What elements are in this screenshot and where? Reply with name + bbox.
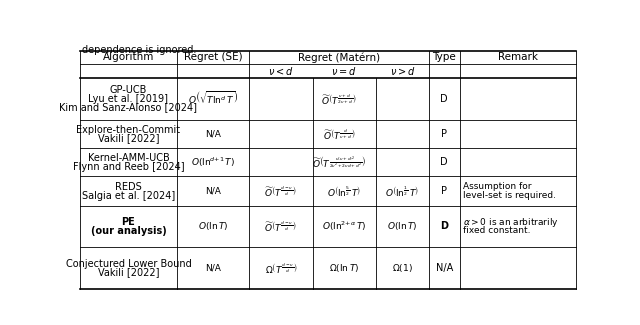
Text: Type: Type (433, 52, 456, 62)
Text: Algorithm: Algorithm (103, 52, 154, 62)
Text: $O\left(\ln T\right)$: $O\left(\ln T\right)$ (198, 220, 228, 232)
Text: Kim and Sanz-Alonso [2024]: Kim and Sanz-Alonso [2024] (60, 102, 197, 112)
Text: $\Omega(1)$: $\Omega(1)$ (392, 262, 413, 274)
Text: Salgia et al. [2024]: Salgia et al. [2024] (82, 190, 175, 201)
Text: Vakili [2022]: Vakili [2022] (98, 134, 159, 144)
Text: $\alpha > 0$ is an arbitrarily: $\alpha > 0$ is an arbitrarily (463, 215, 559, 228)
Text: $\widetilde{O}\left(T^{\frac{d-\nu}{d}}\right)$: $\widetilde{O}\left(T^{\frac{d-\nu}{d}}\… (264, 219, 297, 233)
Text: Kernel-AMM-UCB: Kernel-AMM-UCB (88, 153, 170, 163)
Text: dependence is ignored.: dependence is ignored. (81, 45, 196, 55)
Text: Flynn and Reeb [2024]: Flynn and Reeb [2024] (72, 162, 184, 172)
Text: Regret (Matérn): Regret (Matérn) (298, 52, 380, 63)
Text: REDS: REDS (115, 182, 142, 192)
Text: Regret (SE): Regret (SE) (184, 52, 242, 62)
Text: $\widetilde{O}\left(T^{\frac{\nu+d}{2\nu+d}}\right)$: $\widetilde{O}\left(T^{\frac{\nu+d}{2\nu… (321, 92, 356, 106)
Text: $\nu = d$: $\nu = d$ (332, 65, 357, 77)
Text: $\Omega\left(T^{\frac{d-\nu}{d}}\right)$: $\Omega\left(T^{\frac{d-\nu}{d}}\right)$ (264, 261, 297, 275)
Text: $O\left(\ln^{2+\alpha} T\right)$: $O\left(\ln^{2+\alpha} T\right)$ (322, 220, 367, 233)
Text: N/A: N/A (205, 187, 221, 196)
Text: $\Omega(\ln T)$: $\Omega(\ln T)$ (329, 262, 360, 274)
Text: N/A: N/A (436, 263, 453, 273)
Text: $O\left(\ln^{\frac{5}{2}} T\right)$: $O\left(\ln^{\frac{5}{2}} T\right)$ (327, 184, 361, 198)
Text: D: D (440, 157, 448, 167)
Text: Conjectured Lower Bound: Conjectured Lower Bound (65, 259, 191, 269)
Text: Vakili [2022]: Vakili [2022] (98, 267, 159, 278)
Text: Lyu et al. [2019]: Lyu et al. [2019] (88, 94, 168, 104)
Text: $\widetilde{O}\left(T^{\frac{\nu(\nu+d)^2}{2\nu^2+2\nu d+d^2}}\right)$: $\widetilde{O}\left(T^{\frac{\nu(\nu+d)^… (312, 154, 366, 170)
Text: $\nu < d$: $\nu < d$ (268, 65, 294, 77)
Text: (our analysis): (our analysis) (91, 226, 166, 236)
Text: Explore-then-Commit: Explore-then-Commit (76, 125, 180, 135)
Text: P: P (441, 186, 447, 196)
Text: P: P (441, 129, 447, 139)
Text: GP-UCB: GP-UCB (109, 85, 147, 95)
Text: Remark: Remark (498, 52, 538, 62)
Text: PE: PE (122, 217, 135, 227)
Text: $\widetilde{O}\left(T^{\frac{d-\nu}{d}}\right)$: $\widetilde{O}\left(T^{\frac{d-\nu}{d}}\… (264, 184, 297, 198)
Text: N/A: N/A (205, 130, 221, 138)
Text: $O\left(\ln^{\frac{1}{2}} T\right)$: $O\left(\ln^{\frac{1}{2}} T\right)$ (385, 184, 419, 198)
Text: level-set is required.: level-set is required. (463, 191, 556, 200)
Text: N/A: N/A (205, 264, 221, 273)
Text: Assumption for: Assumption for (463, 182, 531, 191)
Text: $O\left(\ln T\right)$: $O\left(\ln T\right)$ (387, 220, 418, 232)
Text: fixed constant.: fixed constant. (463, 227, 531, 235)
Text: $O\left(\sqrt{T\ln^d T}\right)$: $O\left(\sqrt{T\ln^d T}\right)$ (188, 90, 238, 107)
Text: D: D (440, 222, 448, 231)
Text: $\widetilde{O}\left(T^{\frac{d}{\nu+d}}\right)$: $\widetilde{O}\left(T^{\frac{d}{\nu+d}}\… (323, 127, 355, 141)
Text: $O\left(\ln^{d+1} T\right)$: $O\left(\ln^{d+1} T\right)$ (191, 155, 235, 169)
Text: D: D (440, 94, 448, 104)
Text: $\nu > d$: $\nu > d$ (390, 65, 415, 77)
